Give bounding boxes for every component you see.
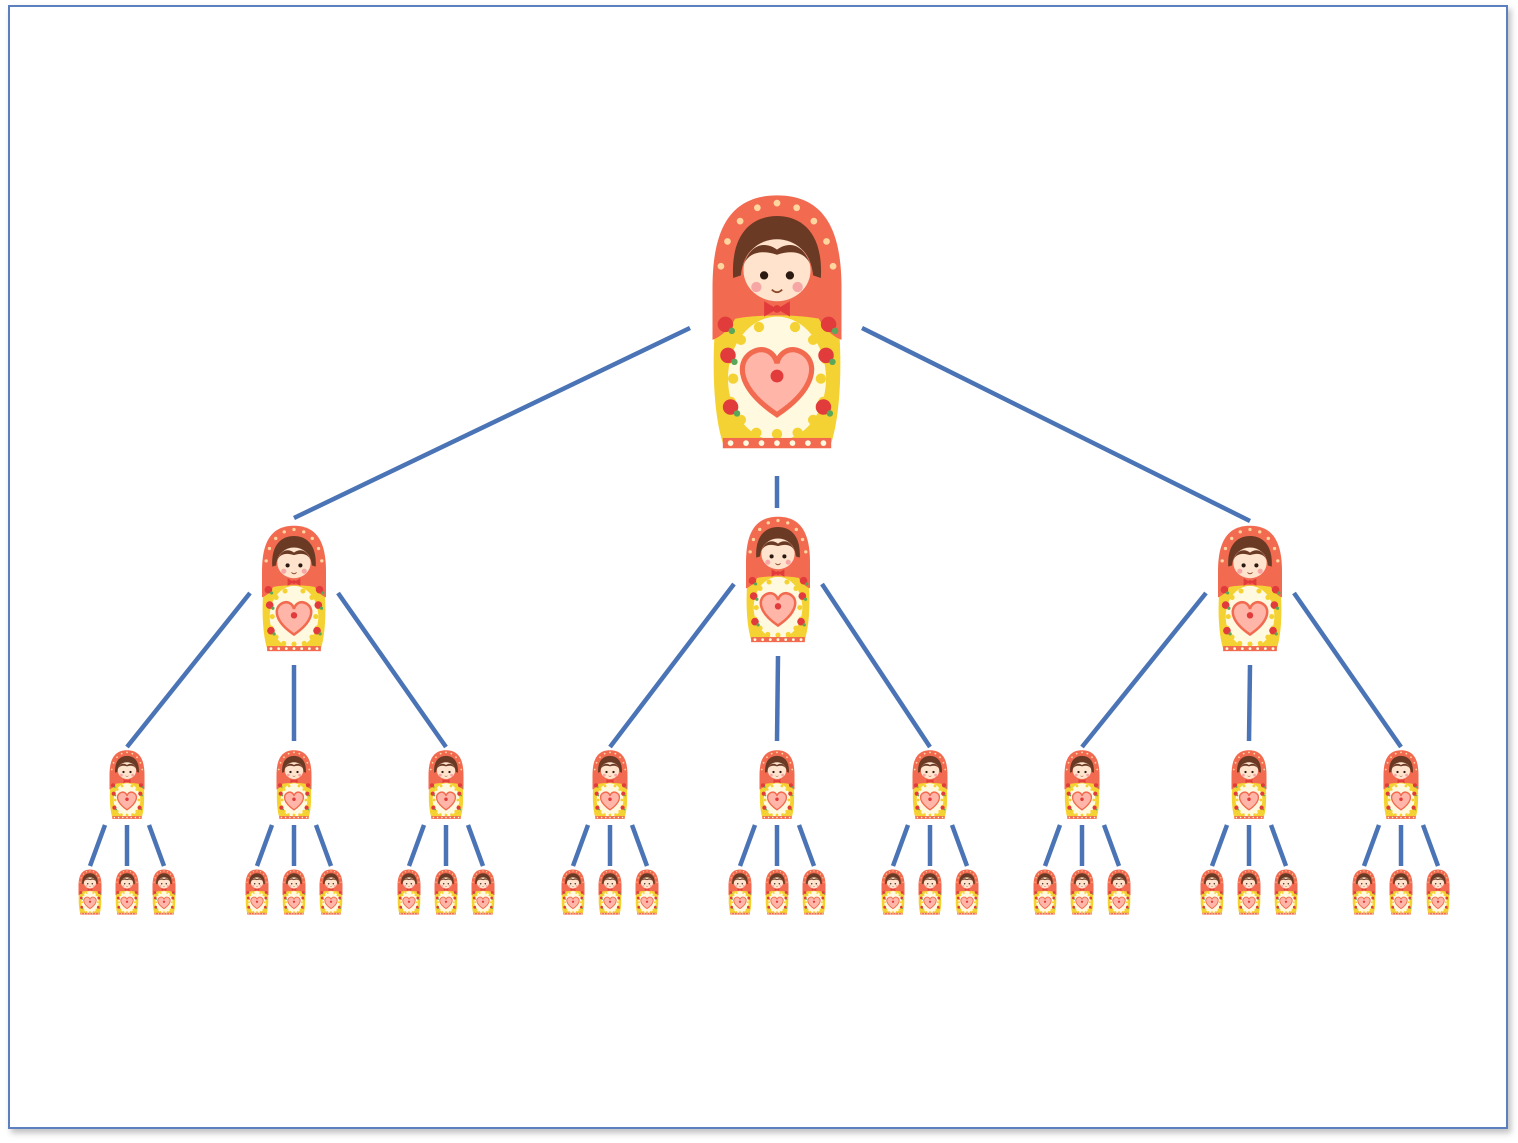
leaf-doll [635,869,659,915]
leaf-doll [955,869,979,915]
connector-level2-child [406,824,427,867]
leaf-doll [1033,869,1057,915]
leaf-doll [245,869,269,915]
leaf-doll [1107,869,1131,915]
connector-level2-child [465,824,486,867]
connector-level2-child [1209,824,1230,867]
connector-level2-child [1268,824,1289,867]
connector-level2-child [949,824,970,867]
connector-level2-child [1361,824,1382,867]
leaf-doll [598,869,622,915]
level2-doll [109,750,145,819]
connector-level1-child [125,591,252,749]
connector-level1-child [1292,591,1403,749]
leaf-doll [1070,869,1094,915]
level2-doll [1064,750,1100,819]
level1-doll [1218,525,1282,652]
leaf-doll [319,869,343,915]
connector-level2-child [629,824,650,867]
connector-level1-child [1080,591,1208,749]
leaf-doll [1274,869,1298,915]
leaf-doll [471,869,495,915]
connector-level2-child [890,824,911,867]
level2-doll [1231,750,1267,819]
leaf-doll [1426,869,1450,915]
connector-lines [87,325,1441,867]
connector-level2-child [313,824,334,867]
connector-level1-child [774,655,781,742]
connector-level2-child [1101,824,1122,867]
leaf-doll [78,869,102,915]
level2-doll [276,750,312,819]
leaf-doll [1237,869,1261,915]
connector-level1-child [336,591,448,749]
root-doll [712,195,842,449]
connector-root-left [293,325,691,521]
leaf-doll [561,869,585,915]
connector-level2-child [87,824,108,867]
leaf-doll [152,869,176,915]
level2-doll [592,750,628,819]
leaf-doll [802,869,826,915]
connector-level2-child [254,824,275,867]
connector-level2-child [570,824,591,867]
connector-level1-child [608,582,736,749]
connector-level1-child [1246,664,1253,742]
connector-level2-child [737,824,758,867]
connector-level2-child [1420,824,1441,867]
leaf-doll [115,869,139,915]
level2-doll [1383,750,1419,819]
leaf-doll [397,869,421,915]
connector-level2-child [1042,824,1063,867]
leaf-doll [881,869,905,915]
tree-nodes [78,195,1450,915]
leaf-doll [434,869,458,915]
level2-doll [912,750,948,819]
connector-root-right [860,325,1252,524]
level1-doll [262,525,326,652]
leaf-doll [1200,869,1224,915]
leaf-doll [918,869,942,915]
level2-doll [759,750,795,819]
connector-level2-child [146,824,167,867]
leaf-doll [1389,869,1413,915]
level2-doll [428,750,464,819]
connector-level1-child [820,582,932,749]
leaf-doll [728,869,752,915]
leaf-doll [1352,869,1376,915]
leaf-doll [765,869,789,915]
level1-doll [746,516,810,643]
leaf-doll [282,869,306,915]
connector-level2-child [796,824,817,867]
